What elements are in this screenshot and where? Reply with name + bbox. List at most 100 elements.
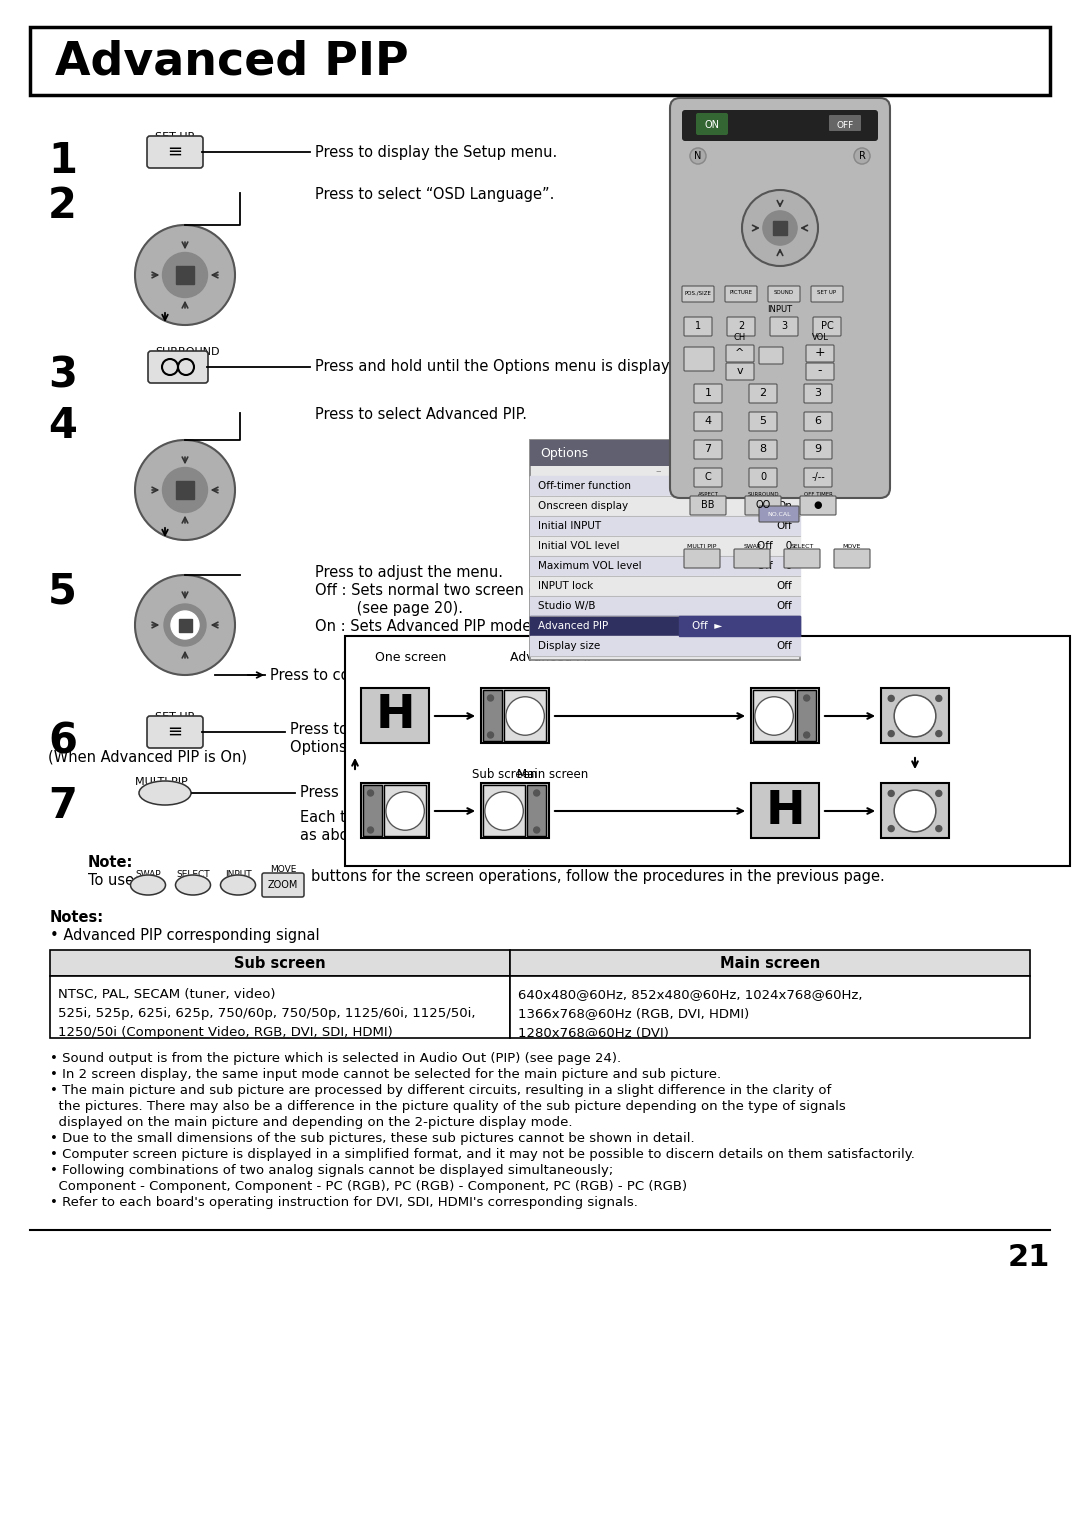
Ellipse shape <box>175 875 211 895</box>
Text: • In 2 screen display, the same input mode cannot be selected for the main pictu: • In 2 screen display, the same input mo… <box>50 1067 721 1081</box>
FancyBboxPatch shape <box>725 286 757 302</box>
Circle shape <box>935 695 942 701</box>
Text: SOUND: SOUND <box>774 290 794 296</box>
Text: H: H <box>375 693 415 739</box>
FancyBboxPatch shape <box>684 347 714 371</box>
Circle shape <box>854 148 870 163</box>
Circle shape <box>487 695 494 701</box>
Text: 4: 4 <box>48 405 77 447</box>
FancyBboxPatch shape <box>804 412 832 431</box>
Text: 3: 3 <box>48 354 77 397</box>
Text: On: On <box>778 501 792 512</box>
FancyBboxPatch shape <box>804 383 832 403</box>
Circle shape <box>888 730 894 736</box>
Bar <box>530 496 800 516</box>
Text: INPUT: INPUT <box>688 353 708 359</box>
Circle shape <box>742 189 818 266</box>
Bar <box>881 783 949 838</box>
Text: Press to select “OSD Language”.: Press to select “OSD Language”. <box>315 186 554 202</box>
Bar <box>481 783 549 838</box>
Text: OO: OO <box>755 499 771 510</box>
Text: SWAP: SWAP <box>135 870 161 880</box>
Bar <box>751 689 819 744</box>
Bar <box>345 637 1070 866</box>
Text: Press to exit from: Press to exit from <box>291 722 419 738</box>
FancyBboxPatch shape <box>694 440 723 460</box>
FancyBboxPatch shape <box>694 467 723 487</box>
Text: • Due to the small dimensions of the sub pictures, these sub pictures cannot be : • Due to the small dimensions of the sub… <box>50 1132 694 1145</box>
Bar <box>510 950 1030 976</box>
Text: Display size: Display size <box>538 641 600 651</box>
Bar <box>530 440 800 466</box>
FancyBboxPatch shape <box>829 115 861 131</box>
Bar <box>176 481 194 499</box>
FancyBboxPatch shape <box>681 286 714 302</box>
Text: 21: 21 <box>1008 1243 1050 1272</box>
Text: 1366x768@60Hz (RGB, DVI, HDMI): 1366x768@60Hz (RGB, DVI, HDMI) <box>518 1006 750 1020</box>
Text: +: + <box>814 347 825 359</box>
Circle shape <box>804 695 810 701</box>
FancyBboxPatch shape <box>147 716 203 748</box>
FancyBboxPatch shape <box>694 412 723 431</box>
FancyBboxPatch shape <box>734 550 770 568</box>
Circle shape <box>690 148 706 163</box>
Text: Component - Component, Component - PC (RGB), PC (RGB) - Component, PC (RGB) - PC: Component - Component, Component - PC (R… <box>50 1180 687 1193</box>
Text: 2: 2 <box>738 321 744 331</box>
Text: 1/3: 1/3 <box>772 446 792 460</box>
Text: ●: ● <box>813 499 822 510</box>
Bar <box>178 618 191 632</box>
Text: Main screen: Main screen <box>720 956 820 971</box>
FancyBboxPatch shape <box>690 496 726 515</box>
Text: Off: Off <box>777 521 792 531</box>
Text: 640x480@60Hz, 852x480@60Hz, 1024x768@60Hz,: 640x480@60Hz, 852x480@60Hz, 1024x768@60H… <box>518 988 863 1002</box>
FancyBboxPatch shape <box>759 505 799 522</box>
Text: Sub screen: Sub screen <box>234 956 326 971</box>
Text: SELECT: SELECT <box>791 544 813 548</box>
Bar <box>530 615 800 637</box>
Circle shape <box>935 826 942 832</box>
Text: INPUT lock: INPUT lock <box>538 580 593 591</box>
Circle shape <box>534 789 540 796</box>
Text: Maximum VOL level: Maximum VOL level <box>538 560 642 571</box>
Text: Off    0: Off 0 <box>757 560 792 571</box>
FancyBboxPatch shape <box>684 550 720 568</box>
Text: Press to adjust the menu.: Press to adjust the menu. <box>315 565 503 580</box>
Text: Studio W/B: Studio W/B <box>538 602 595 611</box>
Text: Off: Off <box>777 641 792 651</box>
Circle shape <box>367 828 374 834</box>
Text: Press repeatedly.: Press repeatedly. <box>300 785 424 800</box>
FancyBboxPatch shape <box>750 412 777 431</box>
Text: -: - <box>818 365 822 377</box>
Text: 3: 3 <box>814 388 822 399</box>
Circle shape <box>888 791 894 797</box>
Text: Note:: Note: <box>87 855 133 870</box>
Text: MULTI PIP: MULTI PIP <box>687 544 717 548</box>
FancyBboxPatch shape <box>750 383 777 403</box>
FancyBboxPatch shape <box>834 550 870 568</box>
Text: the pictures. There may also be a difference in the picture quality of the sub p: the pictures. There may also be a differ… <box>50 1099 846 1113</box>
Text: 0: 0 <box>760 472 766 483</box>
Circle shape <box>935 791 942 797</box>
FancyBboxPatch shape <box>750 440 777 460</box>
Text: Main screen: Main screen <box>517 768 589 780</box>
FancyBboxPatch shape <box>726 345 754 362</box>
FancyBboxPatch shape <box>727 318 755 336</box>
FancyBboxPatch shape <box>670 98 890 498</box>
Text: 8: 8 <box>759 444 767 454</box>
FancyBboxPatch shape <box>806 345 834 362</box>
Text: 1: 1 <box>694 321 701 331</box>
FancyBboxPatch shape <box>811 286 843 302</box>
Text: To use: To use <box>87 873 134 889</box>
Text: SET UP: SET UP <box>818 290 837 296</box>
Text: ASPECT: ASPECT <box>698 493 718 498</box>
FancyBboxPatch shape <box>804 467 832 487</box>
Bar <box>176 266 194 284</box>
Text: MULTI PIP: MULTI PIP <box>135 777 188 786</box>
FancyBboxPatch shape <box>784 550 820 568</box>
Text: C: C <box>704 472 712 483</box>
Circle shape <box>135 576 235 675</box>
Text: PICTURE: PICTURE <box>729 290 753 296</box>
Circle shape <box>935 730 942 736</box>
Circle shape <box>162 252 207 298</box>
Bar <box>510 976 1030 1038</box>
